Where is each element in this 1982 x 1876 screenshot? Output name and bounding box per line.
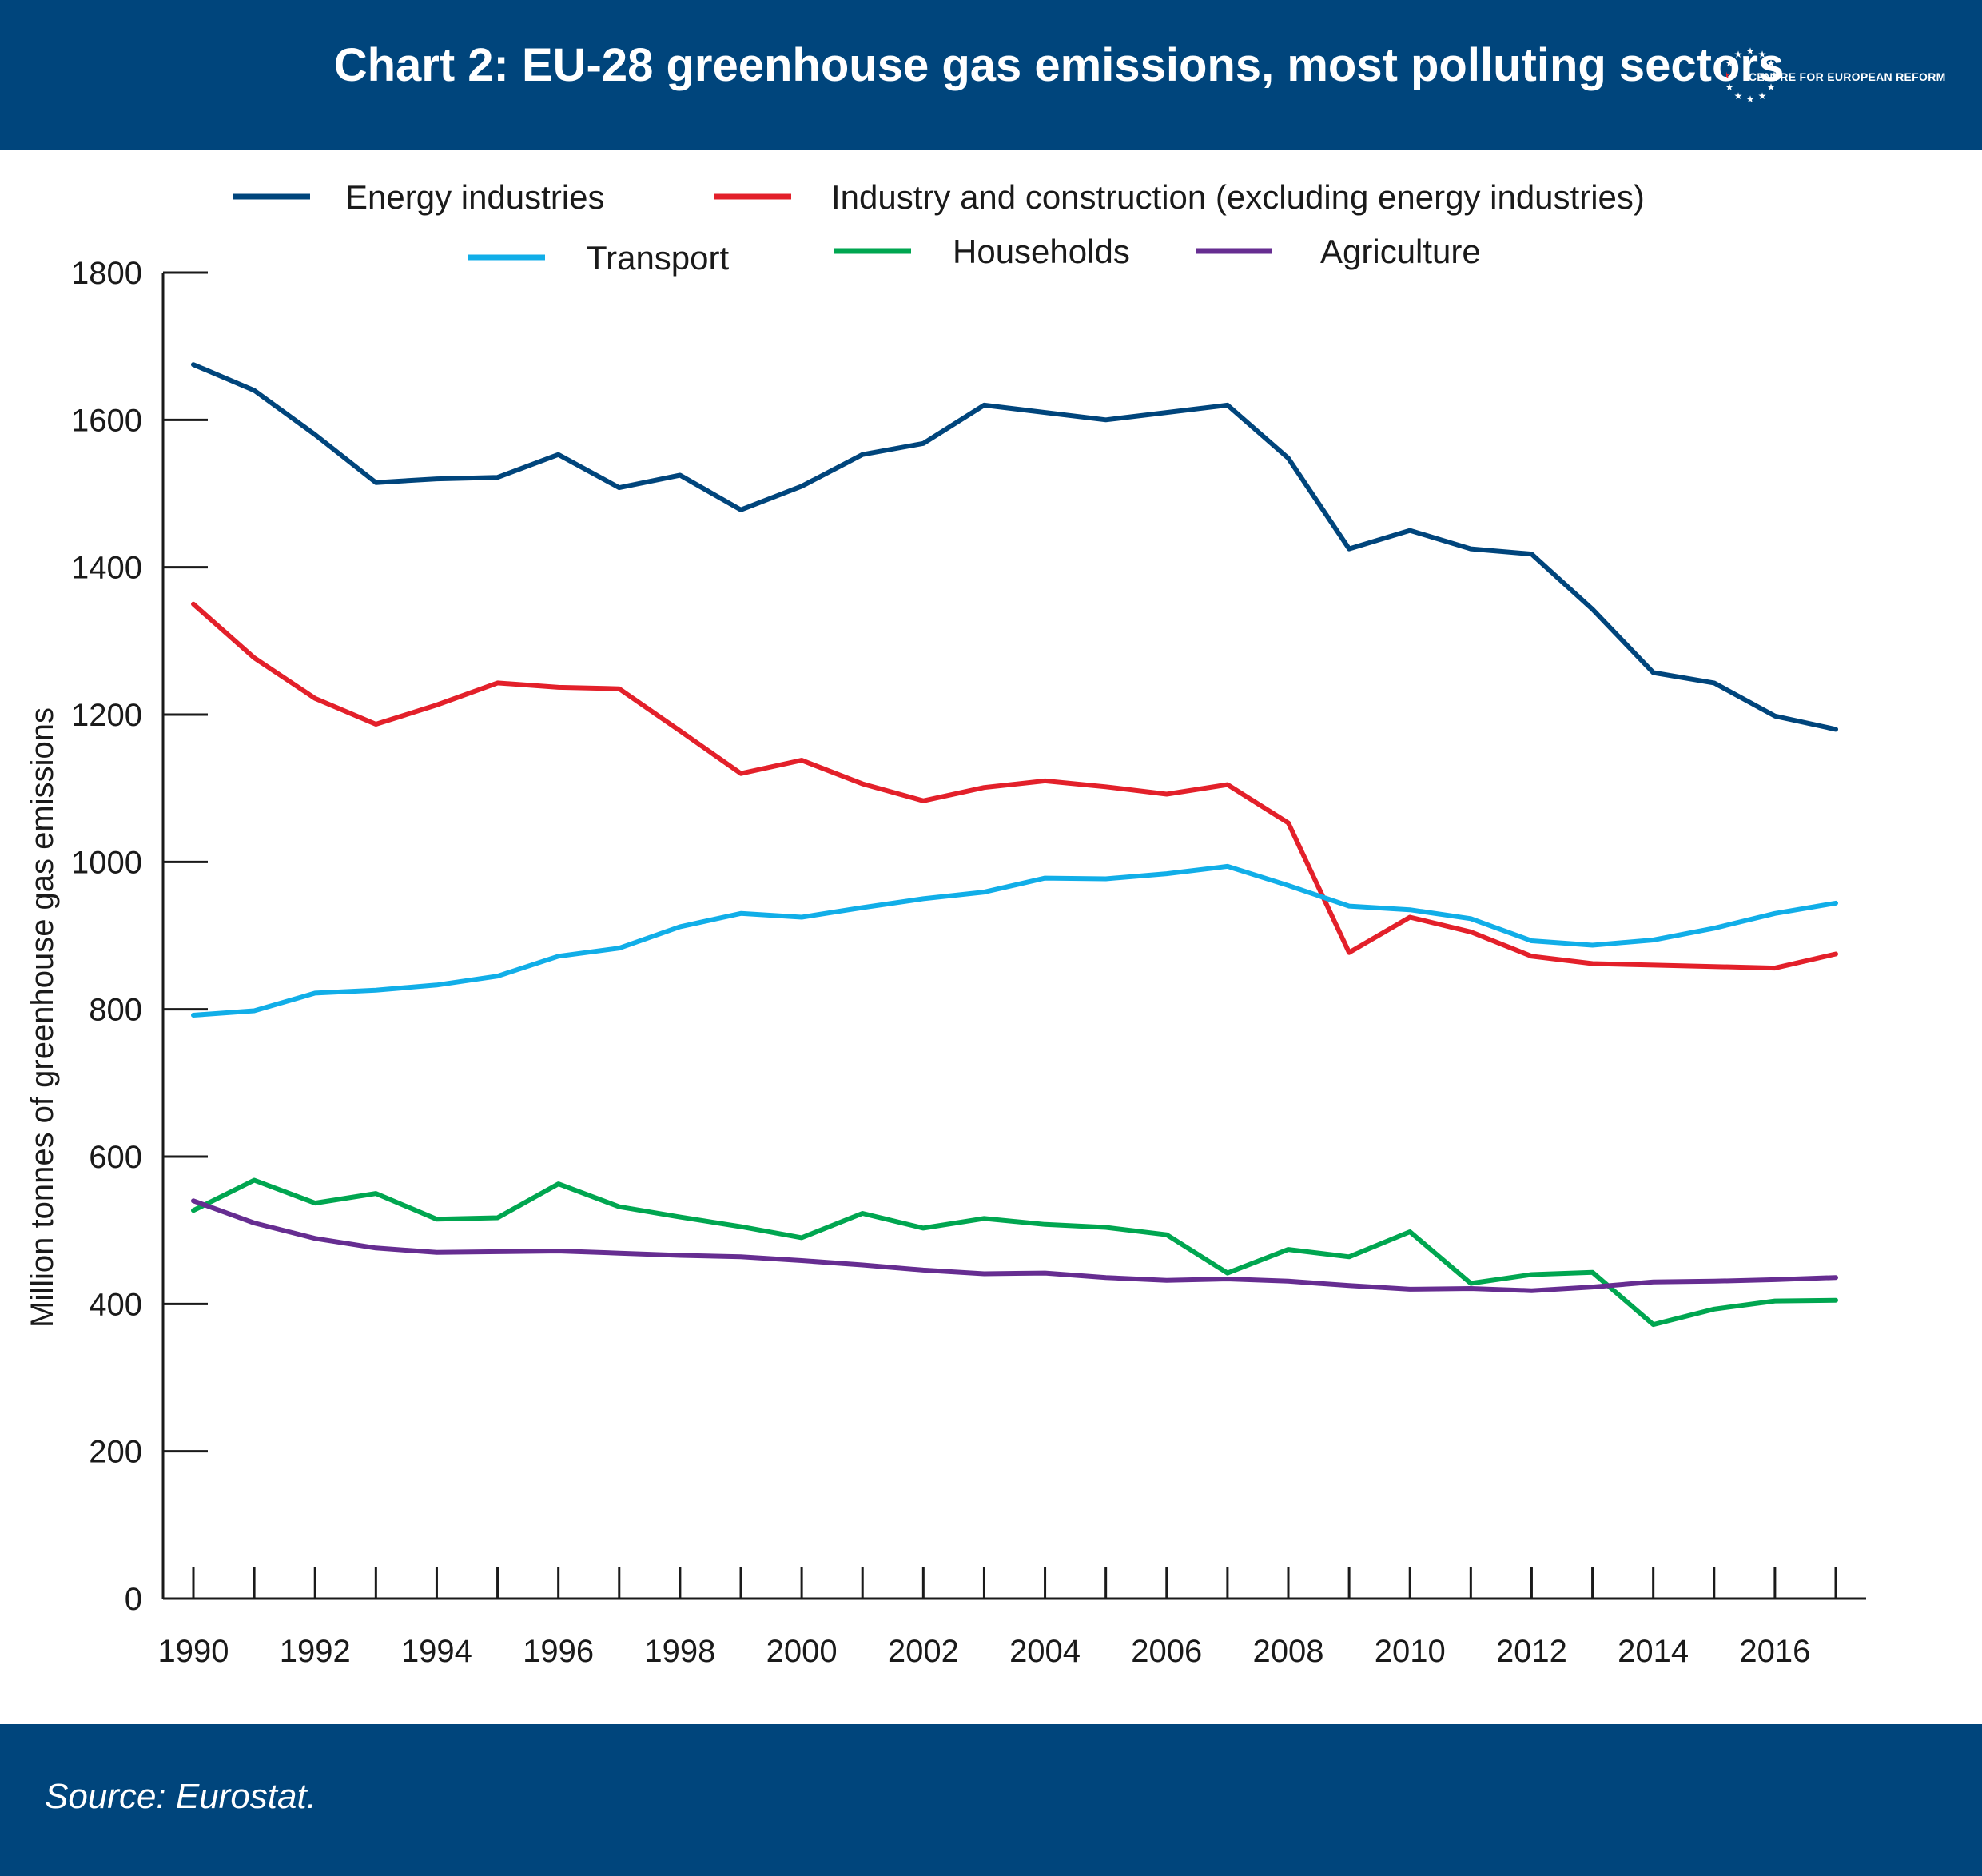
legend-label: Energy industries xyxy=(345,178,605,216)
star-icon: ★ xyxy=(1770,70,1779,81)
x-tick-label: 2000 xyxy=(766,1634,838,1669)
series-line-agriculture xyxy=(191,1198,1838,1293)
y-tick-label: 0 xyxy=(125,1582,142,1617)
series-line-transport xyxy=(191,863,1838,1018)
x-tick-label: 2002 xyxy=(888,1634,959,1669)
y-tick-label: 1400 xyxy=(71,551,142,586)
x-tick-label: 1998 xyxy=(644,1634,715,1669)
series-line-energy xyxy=(191,362,1838,732)
y-tick-label: 600 xyxy=(89,1140,142,1175)
logo-text: CENTRE FOR EUROPEAN REFORM xyxy=(1749,70,1946,83)
chart-title: Chart 2: EU-28 greenhouse gas emissions,… xyxy=(333,39,1785,91)
star-icon: ★ xyxy=(1734,90,1743,102)
source-note: Source: Eurostat. xyxy=(45,1777,316,1816)
x-axis: 1990 1992 1994 1996 1998 2000 2002 2004 2006 2008… xyxy=(158,1567,1866,1669)
legend-item: Energy industries xyxy=(233,178,605,216)
star-icon: ★ xyxy=(1746,46,1755,57)
y-tick-label: 1200 xyxy=(71,698,142,733)
header-bar: Chart 2: EU-28 greenhouse gas emissions,… xyxy=(0,0,1982,150)
x-tick-label: 2012 xyxy=(1496,1634,1567,1669)
legend-item: Industry and construction (excluding ene… xyxy=(714,178,1645,216)
star-icon: ★ xyxy=(1726,70,1730,81)
y-axis: 0 200 400 600 800 1000 1200 1400 1600 1800 xyxy=(71,256,208,1617)
cer-logo: ★★★★★★★★★★★★ CENTRE FOR EUROPEAN REFORM xyxy=(1722,42,1966,114)
footer-bar: Source: Eurostat. xyxy=(0,1724,1982,1876)
x-tick-label: 2008 xyxy=(1253,1634,1324,1669)
star-icon: ★ xyxy=(1734,49,1743,60)
legend: Energy industries Industry and constructi… xyxy=(233,178,1645,277)
star-icon: ★ xyxy=(1746,94,1755,105)
legend-label: Households xyxy=(953,233,1130,270)
legend-item: Agriculture xyxy=(1196,233,1481,270)
x-tick-label: 2010 xyxy=(1375,1634,1446,1669)
series-lines xyxy=(191,362,1838,1328)
star-icon: ★ xyxy=(1758,49,1767,60)
y-tick-label: 800 xyxy=(89,993,142,1028)
series-line-households xyxy=(191,1177,1838,1328)
x-tick-label: 2016 xyxy=(1739,1634,1810,1669)
legend-item: Transport xyxy=(468,239,730,277)
y-tick-label: 200 xyxy=(89,1435,142,1470)
star-icon: ★ xyxy=(1767,58,1776,69)
x-tick-label: 1990 xyxy=(158,1634,229,1669)
y-tick-label: 1800 xyxy=(71,256,142,291)
x-tick-label: 2014 xyxy=(1618,1634,1689,1669)
x-tick-label: 1996 xyxy=(523,1634,594,1669)
legend-label: Transport xyxy=(587,239,730,277)
legend-item: Households xyxy=(834,233,1130,270)
y-tick-label: 400 xyxy=(89,1287,142,1322)
x-tick-label: 2004 xyxy=(1009,1634,1081,1669)
star-icon: ★ xyxy=(1726,58,1733,69)
star-icon: ★ xyxy=(1767,82,1776,93)
eu-stars-icon: ★★★★★★★★★★★★ xyxy=(1722,46,1779,105)
x-tick-label: 1992 xyxy=(280,1634,351,1669)
star-icon: ★ xyxy=(1758,90,1767,102)
x-tick-label: 1994 xyxy=(401,1634,472,1669)
series-line-industry xyxy=(191,601,1838,971)
legend-label: Agriculture xyxy=(1320,233,1481,270)
x-tick-label: 2006 xyxy=(1131,1634,1202,1669)
y-tick-label: 1000 xyxy=(71,845,142,880)
star-icon: ★ xyxy=(1726,82,1733,93)
legend-label: Industry and construction (excluding ene… xyxy=(831,178,1645,216)
y-axis-label: Million tonnes of greenhouse gas emissio… xyxy=(25,707,60,1328)
line-chart: Energy industries Industry and constructi… xyxy=(25,178,1866,1669)
y-tick-label: 1600 xyxy=(71,403,142,438)
